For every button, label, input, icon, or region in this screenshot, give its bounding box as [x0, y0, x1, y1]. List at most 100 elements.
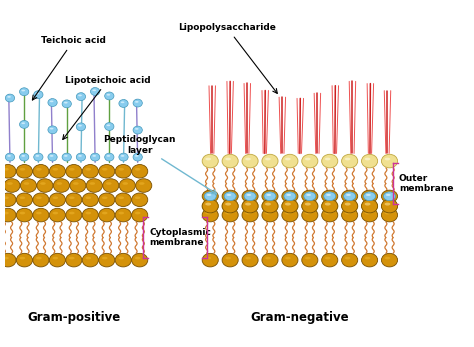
Ellipse shape [325, 203, 330, 205]
Ellipse shape [102, 257, 108, 260]
Ellipse shape [285, 193, 291, 196]
Ellipse shape [119, 100, 128, 108]
Ellipse shape [205, 203, 211, 205]
Ellipse shape [85, 196, 91, 199]
Ellipse shape [204, 192, 216, 201]
Ellipse shape [0, 193, 16, 206]
Ellipse shape [345, 212, 350, 214]
Ellipse shape [48, 153, 57, 161]
Ellipse shape [342, 199, 358, 213]
Ellipse shape [242, 199, 258, 213]
Ellipse shape [135, 196, 140, 199]
Ellipse shape [17, 253, 33, 267]
Ellipse shape [53, 196, 58, 199]
Ellipse shape [36, 257, 42, 260]
Ellipse shape [202, 199, 218, 213]
Ellipse shape [322, 190, 338, 202]
Ellipse shape [282, 190, 298, 202]
Ellipse shape [225, 212, 231, 214]
Ellipse shape [85, 257, 91, 260]
Ellipse shape [245, 257, 251, 260]
Ellipse shape [0, 164, 16, 178]
Ellipse shape [322, 199, 338, 213]
Ellipse shape [50, 128, 54, 129]
Ellipse shape [53, 257, 58, 260]
Ellipse shape [225, 257, 231, 260]
Ellipse shape [99, 208, 115, 222]
Ellipse shape [103, 179, 119, 192]
Ellipse shape [225, 203, 231, 205]
Ellipse shape [132, 193, 148, 206]
Ellipse shape [342, 253, 358, 267]
Ellipse shape [265, 203, 271, 205]
Ellipse shape [306, 194, 311, 196]
Ellipse shape [135, 257, 140, 260]
Text: Lipoteichoic acid: Lipoteichoic acid [63, 76, 151, 139]
Ellipse shape [225, 193, 231, 196]
Ellipse shape [54, 179, 70, 192]
Ellipse shape [78, 125, 82, 127]
Ellipse shape [49, 193, 65, 206]
Ellipse shape [91, 153, 100, 161]
Ellipse shape [262, 199, 278, 213]
Ellipse shape [20, 179, 36, 192]
Ellipse shape [302, 199, 318, 213]
Ellipse shape [222, 208, 238, 222]
Ellipse shape [66, 208, 82, 222]
Ellipse shape [205, 193, 211, 196]
Ellipse shape [342, 190, 358, 202]
Ellipse shape [119, 179, 136, 192]
Ellipse shape [115, 164, 131, 178]
Ellipse shape [205, 203, 211, 205]
Ellipse shape [102, 168, 108, 171]
Ellipse shape [325, 193, 330, 196]
Ellipse shape [224, 192, 236, 201]
Ellipse shape [4, 179, 20, 192]
Ellipse shape [40, 182, 46, 185]
Ellipse shape [205, 257, 211, 260]
Ellipse shape [345, 257, 350, 260]
Ellipse shape [385, 193, 390, 196]
Ellipse shape [7, 155, 11, 157]
Ellipse shape [382, 208, 398, 222]
Ellipse shape [262, 154, 278, 168]
Ellipse shape [305, 257, 310, 260]
Ellipse shape [48, 99, 57, 107]
Ellipse shape [222, 199, 238, 213]
Ellipse shape [202, 154, 218, 168]
Ellipse shape [66, 253, 82, 267]
Ellipse shape [382, 253, 398, 267]
Ellipse shape [365, 203, 370, 205]
Ellipse shape [362, 253, 378, 267]
Ellipse shape [245, 158, 251, 160]
Ellipse shape [362, 154, 378, 168]
Ellipse shape [106, 182, 111, 185]
Ellipse shape [3, 257, 9, 260]
Ellipse shape [133, 126, 142, 134]
Ellipse shape [305, 193, 310, 196]
Ellipse shape [17, 208, 33, 222]
Ellipse shape [305, 203, 310, 205]
Ellipse shape [53, 168, 58, 171]
Ellipse shape [36, 212, 42, 214]
Text: Gram-negative: Gram-negative [251, 311, 349, 324]
Ellipse shape [36, 168, 42, 171]
Ellipse shape [49, 253, 65, 267]
Ellipse shape [366, 194, 371, 196]
Ellipse shape [50, 101, 54, 102]
Ellipse shape [102, 212, 108, 214]
Ellipse shape [285, 203, 291, 205]
Ellipse shape [265, 203, 271, 205]
Ellipse shape [342, 199, 358, 213]
Ellipse shape [3, 212, 9, 214]
Ellipse shape [17, 164, 33, 178]
Ellipse shape [285, 158, 291, 160]
Ellipse shape [325, 212, 330, 214]
Ellipse shape [107, 125, 110, 126]
Ellipse shape [265, 212, 271, 214]
Ellipse shape [227, 194, 231, 196]
Ellipse shape [285, 257, 291, 260]
Ellipse shape [362, 190, 378, 202]
Ellipse shape [282, 199, 298, 213]
Ellipse shape [121, 155, 125, 157]
